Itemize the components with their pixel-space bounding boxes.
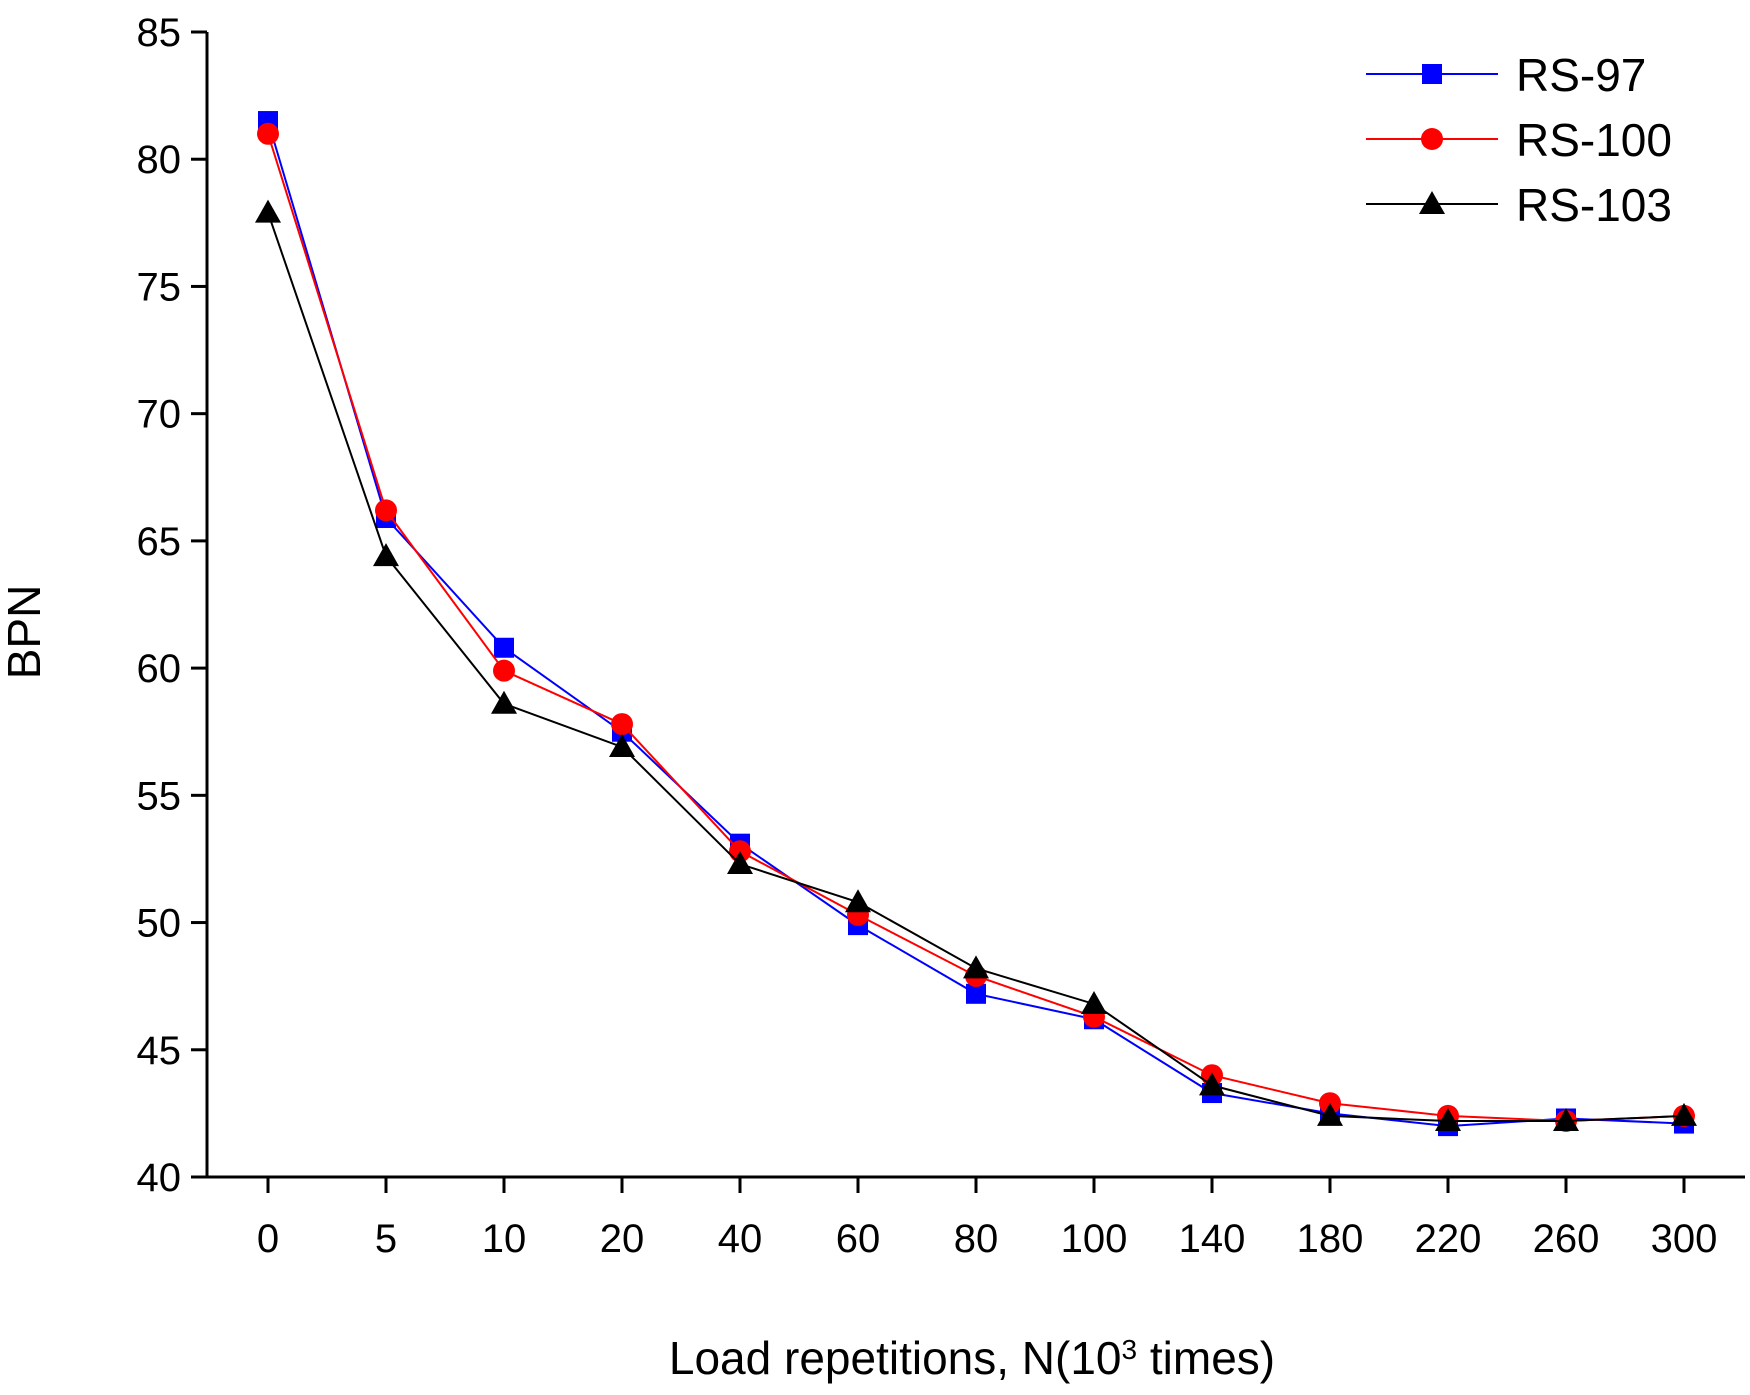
x-tick-label: 300 bbox=[1651, 1217, 1718, 1261]
x-tick-label: 180 bbox=[1297, 1217, 1364, 1261]
point-rs-103 bbox=[373, 543, 399, 567]
legend-label-rs-97: RS-97 bbox=[1516, 49, 1646, 101]
x-tick-label: 100 bbox=[1061, 1217, 1128, 1261]
point-rs-103 bbox=[1081, 990, 1107, 1014]
y-tick-label: 45 bbox=[137, 1029, 182, 1073]
x-tick-label: 140 bbox=[1179, 1217, 1246, 1261]
legend-label-rs-103: RS-103 bbox=[1516, 179, 1672, 231]
x-tick-label: 40 bbox=[718, 1217, 763, 1261]
x-tick-label: 20 bbox=[600, 1217, 645, 1261]
point-rs-97 bbox=[966, 983, 986, 1004]
y-tick-label: 60 bbox=[137, 647, 182, 691]
point-rs-103 bbox=[1199, 1072, 1225, 1096]
series-layer bbox=[255, 111, 1697, 1137]
y-tick-label: 65 bbox=[137, 520, 182, 564]
point-rs-97 bbox=[494, 637, 514, 658]
x-tick-label: 5 bbox=[375, 1217, 397, 1261]
legend-item-rs-100: RS-100 bbox=[1366, 114, 1672, 166]
x-tick-label: 80 bbox=[954, 1217, 999, 1261]
point-rs-100 bbox=[493, 659, 515, 682]
point-rs-103 bbox=[845, 889, 871, 913]
x-tick-label: 260 bbox=[1533, 1217, 1600, 1261]
series-rs-103 bbox=[255, 199, 1697, 1132]
series-rs-100 bbox=[257, 122, 1695, 1133]
y-tick-label: 40 bbox=[137, 1156, 182, 1200]
x-axis-title: Load repetitions, N(103 times) bbox=[669, 1332, 1275, 1384]
legend-marker-rs-103 bbox=[1419, 191, 1445, 214]
y-axis-title: BPN bbox=[0, 585, 50, 680]
point-rs-103 bbox=[1435, 1108, 1461, 1132]
y-tick-label: 55 bbox=[137, 774, 182, 818]
point-rs-103 bbox=[1317, 1102, 1343, 1126]
y-tick-label: 80 bbox=[137, 138, 182, 182]
point-rs-103 bbox=[963, 955, 989, 979]
legend-marker-rs-97 bbox=[1422, 64, 1442, 84]
point-rs-103 bbox=[727, 851, 753, 875]
x-tick-label: 60 bbox=[836, 1217, 881, 1261]
legend-item-rs-103: RS-103 bbox=[1366, 179, 1672, 231]
y-tick-label: 75 bbox=[137, 265, 182, 309]
axes: 40 45 50 55 60 65 70 75 80 85 0 5 10 20 40 60 80 100 140 18… bbox=[137, 11, 1745, 1261]
point-rs-100 bbox=[611, 713, 633, 736]
point-rs-103 bbox=[609, 733, 635, 757]
x-tick-label: 10 bbox=[482, 1217, 527, 1261]
point-rs-103 bbox=[1671, 1102, 1697, 1126]
y-tick-label: 85 bbox=[137, 11, 182, 55]
point-rs-100 bbox=[375, 499, 397, 522]
point-rs-103 bbox=[1553, 1108, 1579, 1132]
y-tick-label: 50 bbox=[137, 902, 182, 946]
legend-marker-rs-100 bbox=[1421, 128, 1443, 150]
legend-label-rs-100: RS-100 bbox=[1516, 114, 1672, 166]
x-tick-label: 0 bbox=[257, 1217, 279, 1261]
legend-item-rs-97: RS-97 bbox=[1366, 49, 1646, 101]
point-rs-100 bbox=[257, 122, 279, 145]
point-rs-103 bbox=[255, 199, 281, 223]
legend: RS-97 RS-100 RS-103 bbox=[1366, 49, 1672, 231]
x-tick-label: 220 bbox=[1415, 1217, 1482, 1261]
y-tick-label: 70 bbox=[137, 393, 182, 437]
point-rs-103 bbox=[491, 690, 517, 714]
